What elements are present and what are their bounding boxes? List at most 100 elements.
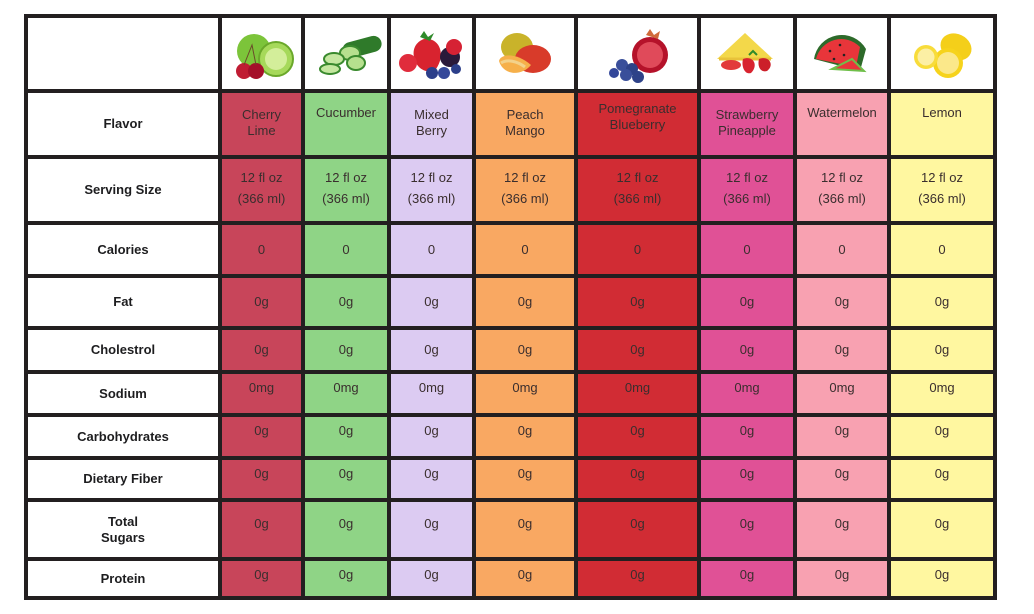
nutrition-value-cell: 0g [891, 278, 993, 326]
nutrition-value-cell: 0g [222, 278, 301, 326]
flavor-name-line1: Watermelon [807, 105, 877, 120]
nutrition-value: 0g [424, 466, 439, 481]
nutrition-value: 0g [517, 516, 533, 531]
nutrition-comparison-table: Flavor Cherry Lime Cucumber Mixed Berry Peach M… [24, 14, 997, 600]
row-label: Flavor [28, 93, 218, 155]
nutrition-value: 0g [338, 567, 354, 582]
nutrition-value-cell: 0g [701, 417, 793, 456]
nutrition-value: 0mg [512, 380, 538, 395]
nutrition-value-cell: 0g [391, 278, 472, 326]
flavor-name-line2: Mango [505, 123, 545, 138]
nutrition-value: 0g [739, 423, 755, 438]
nutrition-value-cell: 0g [476, 460, 574, 498]
nutrition-value-cell: 0g [476, 330, 574, 370]
flavor-image-cell [391, 18, 472, 89]
nutrition-value-cell: 0 [797, 225, 887, 274]
nutrition-value: 0g [338, 466, 354, 481]
nutrition-value-cell: 0g [391, 561, 472, 596]
serving-size-oz: 12 fl oz [325, 170, 367, 185]
row-label-text: Flavor [103, 116, 143, 131]
nutrition-value: 0mg [734, 380, 760, 395]
nutrition-value-cell: 0g [391, 417, 472, 456]
nutrition-value: 0g [338, 516, 354, 531]
row-label-text: Carbohydrates [77, 428, 169, 444]
nutrition-value: 0g [517, 423, 533, 438]
flavor-image-cell [305, 18, 387, 89]
nutrition-value-cell: 0g [476, 561, 574, 596]
nutrition-value-cell: 0g [797, 502, 887, 557]
nutrition-value-cell: 0 [391, 225, 472, 274]
nutrition-value: 0g [338, 294, 354, 309]
nutrition-value-cell: 0g [391, 502, 472, 557]
nutrition-value-cell: 0g [578, 278, 697, 326]
row-label-text: Sodium [99, 385, 147, 401]
flavor-name-line2: Blueberry [609, 117, 666, 132]
nutrition-value-cell: 0mg [476, 374, 574, 413]
serving-size-ml: (366 ml) [723, 191, 771, 206]
nutrition-value: 0g [630, 567, 645, 582]
nutrition-value-cell: 0mg [305, 374, 387, 413]
nutrition-value: 0g [834, 466, 850, 481]
nutrition-value-cell: 0g [222, 417, 301, 456]
nutrition-value: 0g [934, 516, 950, 531]
nutrition-value-cell: 12 fl oz (366 ml) [476, 159, 574, 221]
flavor-name-line1: Pomegranate [598, 101, 677, 116]
nutrition-value: 0 [743, 242, 751, 257]
nutrition-value-cell: 0g [797, 561, 887, 596]
lemon-fruit-icon [904, 25, 980, 83]
nutrition-value: 0g [424, 423, 439, 438]
nutrition-value: 0g [934, 423, 950, 438]
nutrition-value-cell: 0g [797, 330, 887, 370]
nutrition-value: 0 [633, 242, 642, 257]
nutrition-value: 0g [254, 516, 269, 531]
nutrition-value-cell: 0 [305, 225, 387, 274]
nutrition-value-cell: 0g [578, 561, 697, 596]
nutrition-value: 0g [739, 516, 755, 531]
row-label-text: Total [107, 513, 139, 529]
row-label: Cholestrol [28, 330, 218, 370]
serving-size-ml: (366 ml) [818, 191, 866, 206]
nutrition-value-cell: 0g [476, 278, 574, 326]
nutrition-value-cell: 0mg [797, 374, 887, 413]
nutrition-value: 0g [254, 466, 269, 481]
nutrition-value: 0g [739, 342, 755, 357]
nutrition-value: 0g [424, 516, 439, 531]
nutrition-value-cell: Cherry Lime [222, 93, 301, 155]
nutrition-value-cell: 0g [797, 417, 887, 456]
nutrition-value: 0g [834, 294, 850, 309]
nutrition-value: 0g [517, 466, 533, 481]
pomegranate-blueberry-fruit-icon [600, 25, 676, 83]
row-label: Total Sugars [28, 502, 218, 557]
row-label-text-line2: Sugars [100, 529, 146, 545]
serving-size-oz: 12 fl oz [410, 170, 453, 185]
flavor-name-line1: Mixed [414, 107, 449, 122]
row-label: Dietary Fiber [28, 460, 218, 498]
nutrition-value-cell: 12 fl oz (366 ml) [797, 159, 887, 221]
nutrition-value-cell: 0g [305, 417, 387, 456]
nutrition-value-cell: 0g [222, 330, 301, 370]
nutrition-value-cell: Peach Mango [476, 93, 574, 155]
nutrition-value: 0 [342, 242, 350, 257]
flavor-name-line1: Peach [506, 107, 544, 122]
flavor-name-line2: Berry [415, 123, 448, 138]
serving-size-oz: 12 fl oz [726, 170, 768, 185]
nutrition-value: 0g [934, 342, 950, 357]
nutrition-value: 0mg [418, 380, 445, 395]
nutrition-value: 0g [934, 294, 950, 309]
serving-size-ml: (366 ml) [407, 191, 456, 206]
row-label: Carbohydrates [28, 417, 218, 456]
watermelon-fruit-icon [804, 25, 880, 83]
nutrition-value: 0g [934, 567, 950, 582]
nutrition-value-cell: 0g [797, 278, 887, 326]
nutrition-value-cell: Cucumber [305, 93, 387, 155]
nutrition-value: 0mg [829, 380, 855, 395]
flavor-name-line2: Pineapple [718, 123, 776, 138]
peach-mango-fruit-icon [487, 25, 563, 83]
nutrition-value-cell: 0g [305, 561, 387, 596]
cucumber-fruit-icon [308, 25, 384, 83]
nutrition-value: 0g [254, 567, 269, 582]
row-label-text: Protein [100, 570, 146, 586]
nutrition-value-cell: 0g [891, 561, 993, 596]
nutrition-value: 0g [834, 423, 850, 438]
nutrition-value: 0g [517, 342, 533, 357]
